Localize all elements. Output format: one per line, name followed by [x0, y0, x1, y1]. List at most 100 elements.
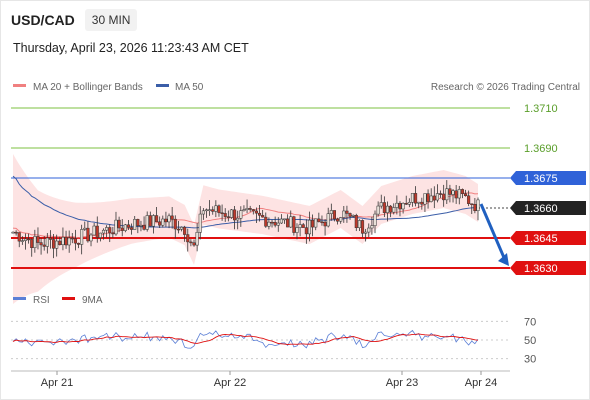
candle-body — [442, 193, 446, 201]
candle-body — [445, 188, 449, 201]
forecast-arrow-head — [498, 253, 509, 266]
level-tag-1.3675 — [510, 171, 586, 185]
level-label-1.3690: 1.3690 — [524, 143, 558, 155]
level-tag-1.3630 — [510, 261, 586, 275]
credit-label: Research © 2026 Trading Central — [431, 82, 580, 93]
candle-body — [61, 236, 65, 245]
candle-body — [245, 208, 249, 210]
candle-body — [354, 214, 358, 229]
candle-body — [289, 216, 293, 228]
candle-body — [301, 224, 305, 228]
candle-body — [211, 209, 215, 212]
candle-body — [117, 219, 121, 229]
candle-body — [98, 232, 102, 238]
candle-body — [286, 218, 290, 228]
candlesticks — [11, 180, 480, 259]
candle-body — [329, 210, 333, 214]
candle-body — [242, 209, 246, 211]
candle-body — [376, 205, 380, 215]
candle-body — [14, 231, 18, 234]
candle-body — [282, 218, 287, 221]
candle-body — [195, 232, 199, 246]
candle-body — [342, 210, 346, 218]
x-tick-label: Apr 24 — [465, 377, 497, 389]
candle-body — [48, 237, 52, 240]
candle-body — [317, 218, 321, 223]
candle-body — [92, 225, 96, 236]
ma50-line — [12, 175, 479, 229]
candle-body — [364, 231, 368, 234]
candle-body — [414, 193, 418, 204]
price-level-labels: 1.3710 1.3690 1.3675 1.3660 1.3645 1.3630 — [510, 103, 586, 275]
candle-body — [114, 219, 118, 235]
rsi-panel: 70 50 30 — [11, 316, 536, 366]
x-tick-label: Apr 22 — [214, 377, 246, 389]
candle-body — [373, 213, 377, 226]
candle-body — [73, 238, 77, 244]
chart-header: USD/CAD 30 MIN — [11, 8, 138, 32]
candle-body — [179, 226, 184, 230]
candle-body — [264, 216, 268, 227]
candle-body — [11, 231, 15, 234]
candle-body — [33, 236, 37, 248]
forecast-arrow-shaft — [479, 203, 507, 261]
candle-body — [454, 190, 458, 199]
candle-body — [111, 232, 115, 235]
level-label-1.3710: 1.3710 — [524, 103, 558, 115]
candle-body — [189, 241, 193, 244]
candle-body — [298, 224, 302, 228]
candle-body — [55, 240, 59, 249]
candle-body — [136, 219, 140, 226]
candle-body — [108, 227, 112, 234]
candle-body — [105, 227, 109, 231]
candle-body — [439, 193, 443, 195]
candle-body — [236, 217, 240, 221]
candle-body — [123, 224, 127, 231]
level-label-1.3645: 1.3645 — [524, 233, 558, 245]
candle-body — [167, 215, 171, 223]
rsi-line — [12, 329, 479, 349]
candle-body — [451, 190, 455, 195]
candle-body — [42, 244, 46, 247]
level-label-1.3660: 1.3660 — [524, 203, 558, 215]
candle-body — [217, 205, 221, 214]
candle-body — [270, 221, 274, 224]
x-axis: Apr 21 Apr 22 Apr 23 Apr 24 — [11, 370, 510, 389]
rsi-tick-30: 30 — [524, 354, 536, 366]
candle-body — [183, 226, 187, 235]
candle-body — [229, 209, 234, 218]
candle-body — [89, 234, 93, 242]
candle-body — [186, 234, 190, 243]
candle-body — [463, 193, 468, 197]
timeframe-button[interactable]: 30 MIN — [84, 9, 138, 31]
candle-body — [36, 236, 40, 243]
candle-body — [395, 202, 399, 208]
x-tick-label: Apr 23 — [386, 377, 418, 389]
candle-body — [64, 236, 68, 246]
rsi-tick-50: 50 — [524, 335, 536, 347]
candle-body — [20, 240, 24, 242]
candle-body — [410, 193, 415, 203]
candle-body — [385, 205, 390, 213]
candle-body — [233, 209, 237, 221]
candle-body — [432, 195, 436, 201]
candle-body — [389, 205, 393, 213]
ma50-legend-label: MA 50 — [175, 82, 204, 93]
candle-body — [261, 215, 265, 218]
candle-body — [470, 203, 474, 205]
candle-body — [357, 220, 361, 229]
candle-body — [429, 195, 433, 202]
candle-body — [139, 225, 143, 227]
candle-body — [476, 199, 480, 212]
candle-body — [339, 217, 343, 222]
rsi-tick-70: 70 — [524, 316, 536, 328]
candle-body — [45, 237, 49, 247]
candle-body — [30, 239, 34, 248]
x-tick-label: Apr 21 — [41, 377, 73, 389]
candle-body — [295, 227, 299, 233]
candle-body — [76, 242, 81, 245]
candle-body — [398, 202, 402, 210]
candle-body — [292, 216, 296, 233]
candle-body — [351, 214, 355, 217]
